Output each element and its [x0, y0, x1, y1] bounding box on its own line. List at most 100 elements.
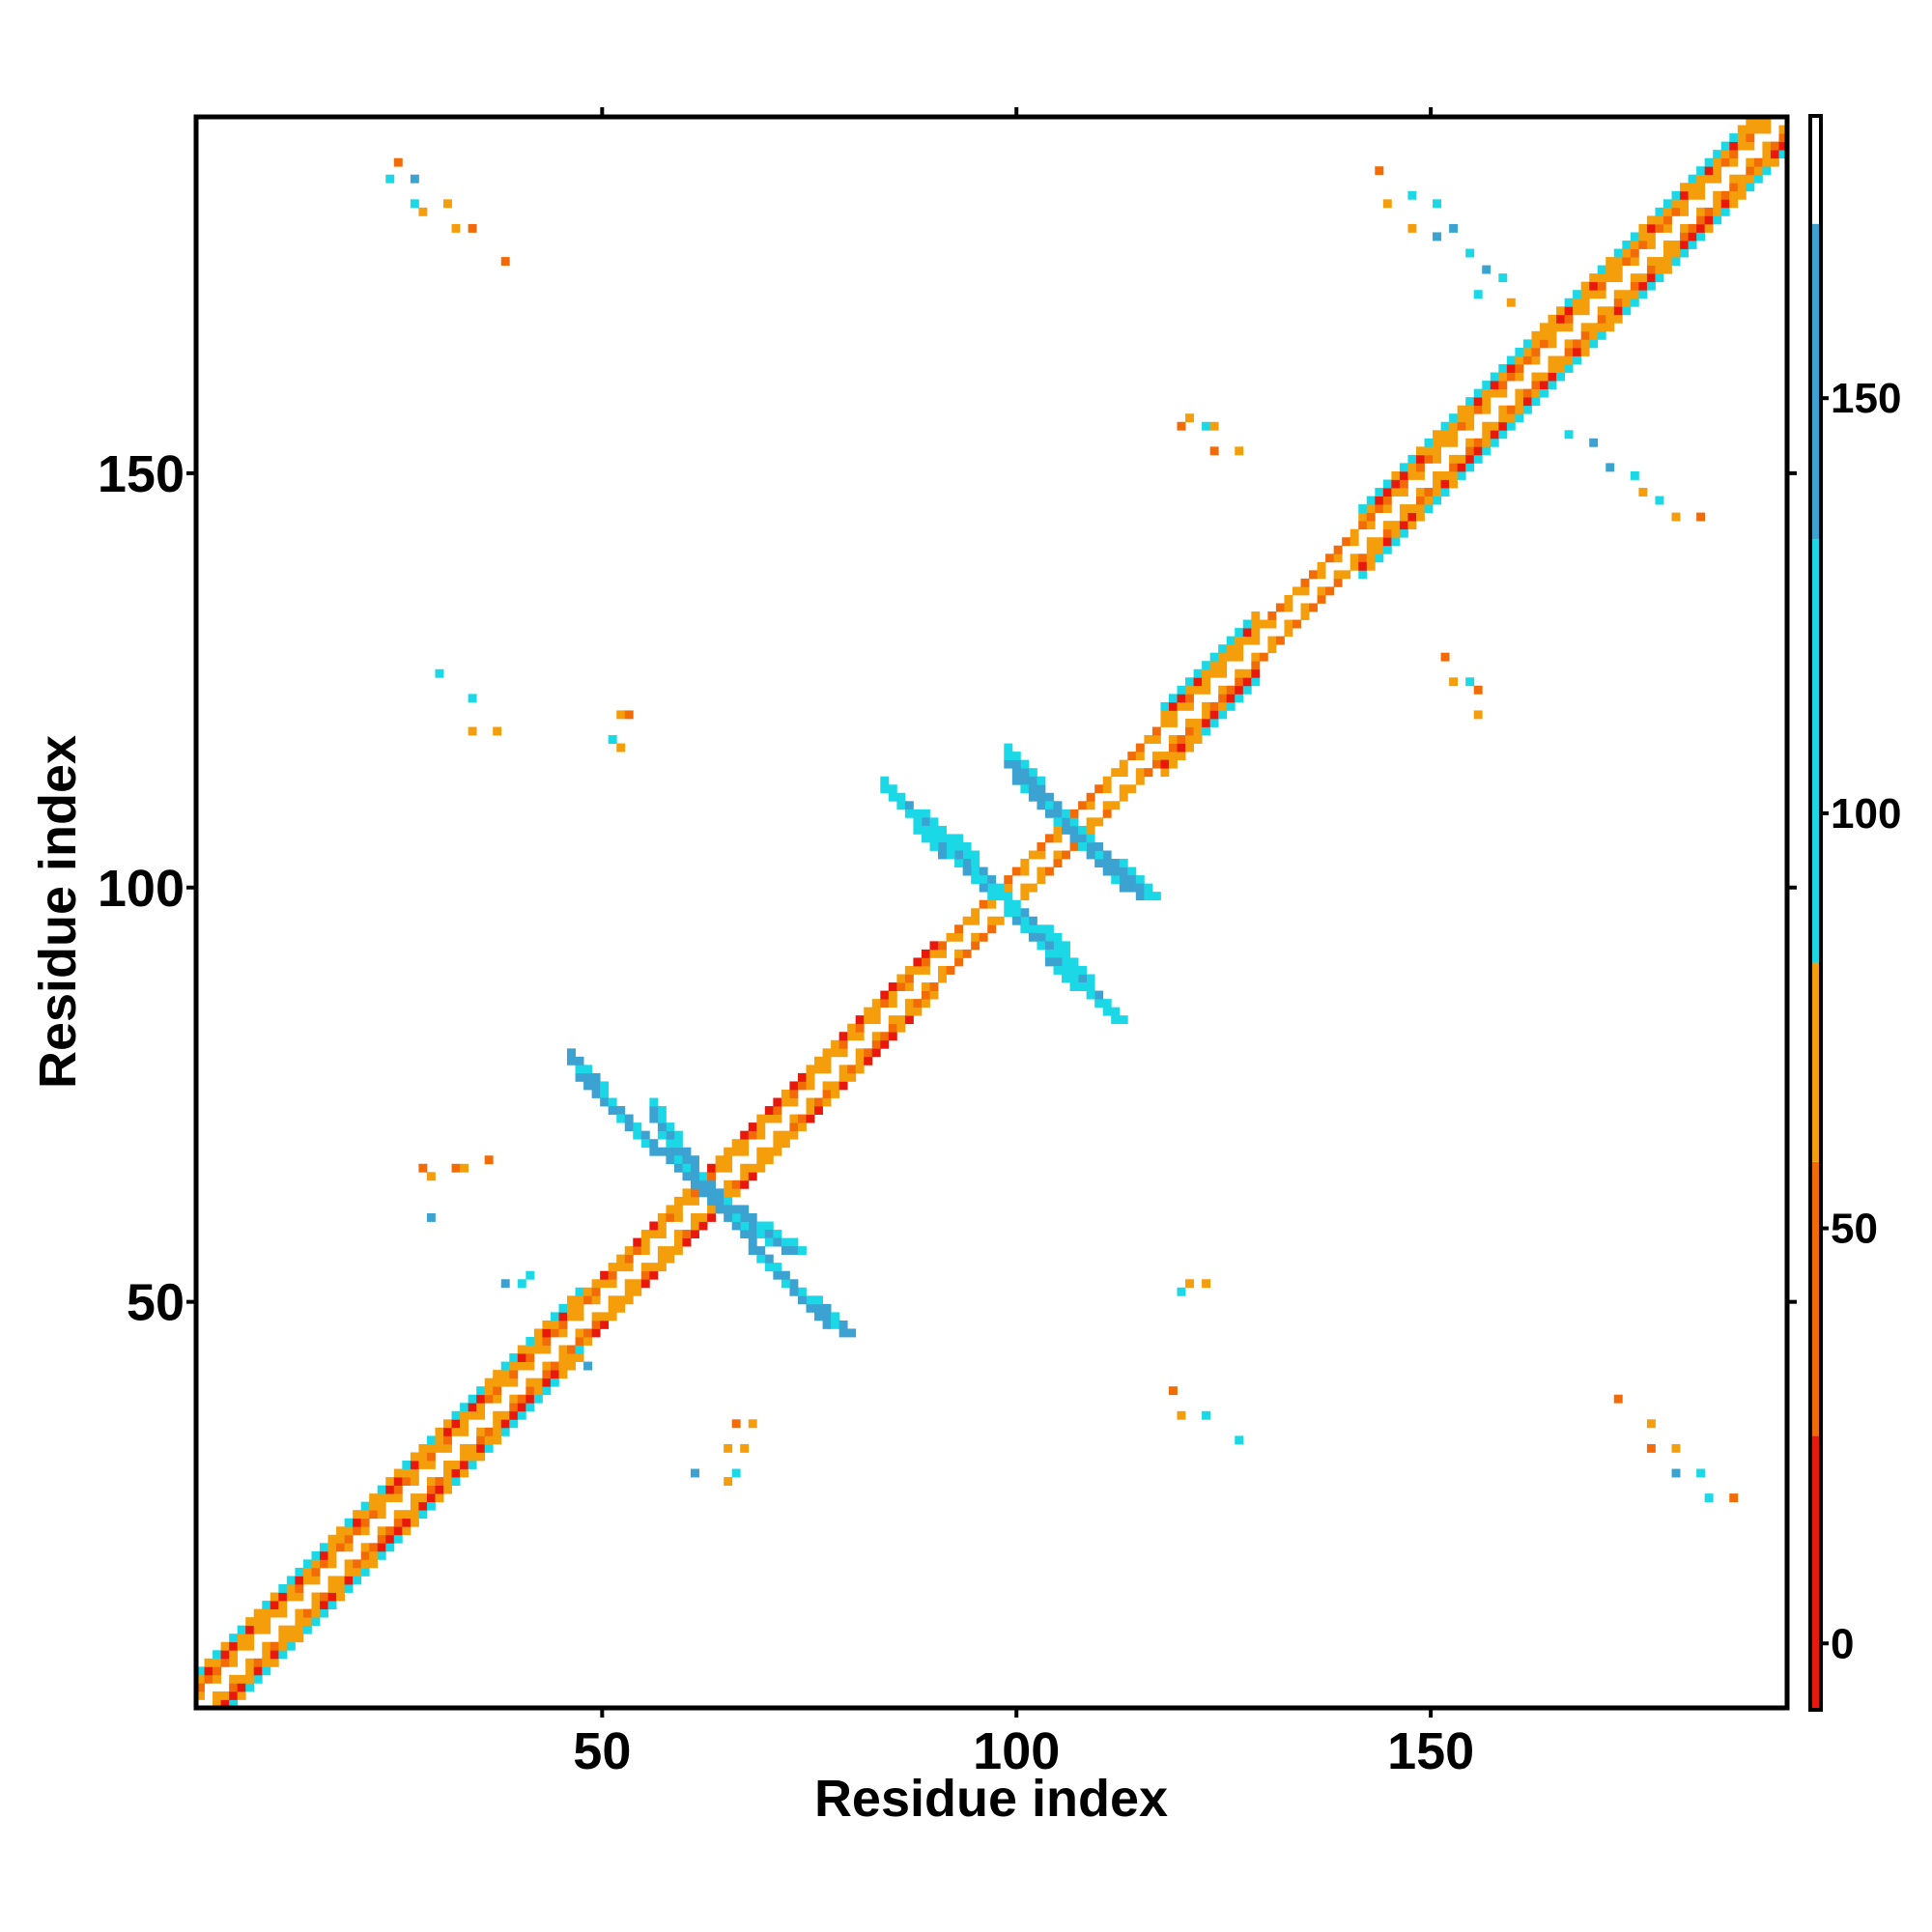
heatmap-cell	[1580, 298, 1590, 307]
heatmap-cell	[1053, 932, 1063, 942]
heatmap-cell	[1235, 644, 1244, 654]
heatmap-cell	[493, 726, 502, 736]
heatmap-cell	[591, 1072, 601, 1082]
heatmap-cell	[1433, 454, 1441, 464]
heatmap-cell	[682, 1230, 692, 1238]
heatmap-cell	[253, 1608, 263, 1618]
heatmap-cell	[1102, 867, 1112, 876]
heatmap-cell	[1482, 381, 1492, 390]
heatmap-cell	[1746, 174, 1755, 184]
heatmap-cell	[1622, 298, 1632, 307]
heatmap-cell	[673, 1155, 683, 1165]
heatmap-cell	[575, 1056, 584, 1065]
heatmap-cell	[740, 1212, 750, 1222]
heatmap-cell	[1746, 117, 1755, 126]
heatmap-cell	[1515, 388, 1524, 398]
heatmap-cell	[1053, 941, 1063, 951]
heatmap-cell	[896, 1023, 906, 1033]
heatmap-cell	[1202, 661, 1211, 670]
heatmap-cell	[1548, 355, 1557, 365]
heatmap-cell	[500, 257, 510, 266]
heatmap-cell	[344, 1567, 354, 1577]
heatmap-cell	[929, 941, 939, 951]
heatmap-cell	[1086, 982, 1095, 991]
heatmap-cell	[1457, 413, 1466, 423]
heatmap-cell	[1482, 397, 1492, 407]
heatmap-cell	[1366, 512, 1376, 522]
heatmap-cell	[526, 1353, 535, 1362]
heatmap-cell	[1655, 265, 1664, 274]
heatmap-cell	[1597, 281, 1606, 291]
heatmap-cell	[1564, 323, 1574, 332]
heatmap-cell	[1226, 652, 1236, 662]
heatmap-cell	[500, 1410, 510, 1420]
heatmap-cell	[1111, 859, 1121, 867]
heatmap-cell	[682, 1172, 692, 1181]
heatmap-cell	[1407, 190, 1417, 200]
heatmap-cell	[435, 1443, 444, 1453]
heatmap-cell	[1506, 421, 1516, 431]
heatmap-cell	[1358, 521, 1368, 530]
heatmap-cell	[616, 1254, 626, 1264]
heatmap-cell	[262, 1658, 271, 1667]
heatmap-cell	[344, 1534, 354, 1544]
heatmap-cell	[640, 1237, 650, 1247]
heatmap-cell	[270, 1592, 279, 1602]
heatmap-cell	[1251, 619, 1261, 629]
heatmap-cell	[1613, 1394, 1623, 1404]
heatmap-cell	[402, 1460, 412, 1469]
heatmap-cell	[954, 949, 964, 958]
heatmap-cell	[624, 1287, 634, 1296]
heatmap-cell	[1242, 619, 1252, 629]
heatmap-cell	[1375, 496, 1384, 505]
heatmap-cell	[1053, 801, 1063, 810]
heatmap-cell	[1151, 726, 1161, 736]
heatmap-cell	[1168, 1386, 1178, 1396]
heatmap-cell	[443, 1468, 452, 1478]
heatmap-cell	[278, 1641, 288, 1651]
heatmap-cell	[1737, 133, 1747, 142]
heatmap-cell	[904, 801, 914, 810]
heatmap-cell	[1457, 421, 1466, 431]
heatmap-cell	[724, 1196, 733, 1206]
heatmap-cell	[748, 1163, 757, 1173]
heatmap-cell	[1605, 314, 1615, 324]
heatmap-cell	[1011, 752, 1021, 761]
heatmap-cell	[1251, 636, 1261, 645]
heatmap-cell	[1011, 759, 1021, 769]
heatmap-cell	[1218, 694, 1228, 703]
heatmap-cell	[567, 1056, 576, 1065]
heatmap-cell	[369, 1493, 379, 1503]
heatmap-cell	[385, 1534, 395, 1544]
heatmap-cell	[1185, 743, 1194, 753]
heatmap-cell	[1020, 908, 1030, 918]
heatmap-cell	[220, 1658, 230, 1667]
heatmap-cell	[377, 1501, 386, 1511]
heatmap-cell	[1720, 207, 1730, 216]
heatmap-cell	[1062, 974, 1070, 983]
heatmap-cell	[1539, 388, 1548, 398]
heatmap-cell	[691, 1196, 699, 1206]
heatmap-cell	[847, 1065, 857, 1074]
heatmap-cell	[847, 1032, 857, 1041]
heatmap-cell	[1680, 183, 1689, 192]
heatmap-cell	[673, 1212, 683, 1222]
heatmap-cell	[360, 1567, 370, 1577]
heatmap-cell	[1037, 850, 1046, 860]
heatmap-cell	[1185, 735, 1194, 744]
heatmap-cell	[1506, 298, 1516, 307]
heatmap-cell	[921, 949, 930, 958]
heatmap-cell	[987, 916, 997, 925]
heatmap-cell	[344, 1543, 354, 1552]
heatmap-cell	[1044, 809, 1054, 818]
heatmap-cell	[426, 1460, 436, 1469]
colorbar: 0 50 100 150	[1808, 114, 1901, 1712]
heatmap-cell	[1704, 207, 1714, 216]
heatmap-cell	[245, 1625, 255, 1634]
heatmap-cell	[896, 974, 906, 983]
heatmap-cell	[1028, 784, 1037, 794]
heatmap-cell	[731, 1212, 741, 1222]
heatmap-cell	[1399, 479, 1408, 489]
heatmap-cell	[1506, 372, 1516, 382]
heatmap-cell	[262, 1608, 271, 1618]
